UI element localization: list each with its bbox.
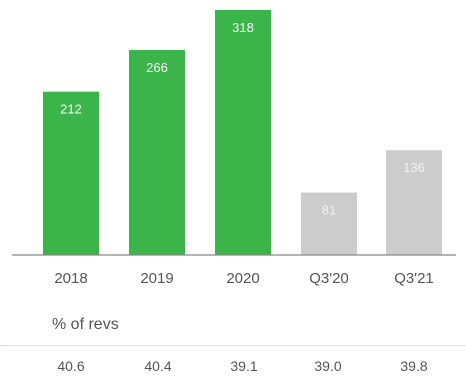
pct-value-2019: 40.4: [144, 358, 172, 374]
bar-value-label-0: 212: [60, 102, 82, 117]
bar-3: [301, 192, 357, 255]
pct-divider: [0, 345, 466, 347]
bar-value-label-1: 266: [146, 60, 168, 75]
bar-value-label-3: 81: [322, 203, 336, 218]
x-tick-label-1: 2019: [140, 270, 173, 287]
x-tick-label-2: 2020: [226, 270, 259, 287]
pct-value-2018: 40.6: [57, 358, 85, 374]
bar-4: [386, 150, 442, 255]
bar-1: [129, 50, 185, 255]
bar-0: [43, 91, 99, 256]
x-tick-label-4: Q3'21: [394, 270, 434, 287]
pct-value-2020: 39.1: [230, 358, 258, 374]
pct-value-q3-21: 39.8: [400, 358, 428, 374]
bars-group: 212 266 318 81 136: [43, 10, 442, 256]
x-tick-label-3: Q3'20: [309, 270, 349, 287]
x-tick-label-0: 2018: [54, 270, 87, 287]
bar-2: [215, 10, 271, 255]
pct-value-q3-20: 39.0: [314, 358, 342, 374]
bar-value-label-4: 136: [403, 160, 425, 175]
bar-value-label-2: 318: [232, 20, 254, 35]
pct-of-revs-title: % of revs: [52, 316, 119, 333]
x-tick-labels: 2018 2019 2020 Q3'20 Q3'21: [54, 270, 433, 287]
bar-chart: 212 266 318 81 136 2018 2019 2020 Q3'20 Q3'21: [12, 10, 456, 287]
